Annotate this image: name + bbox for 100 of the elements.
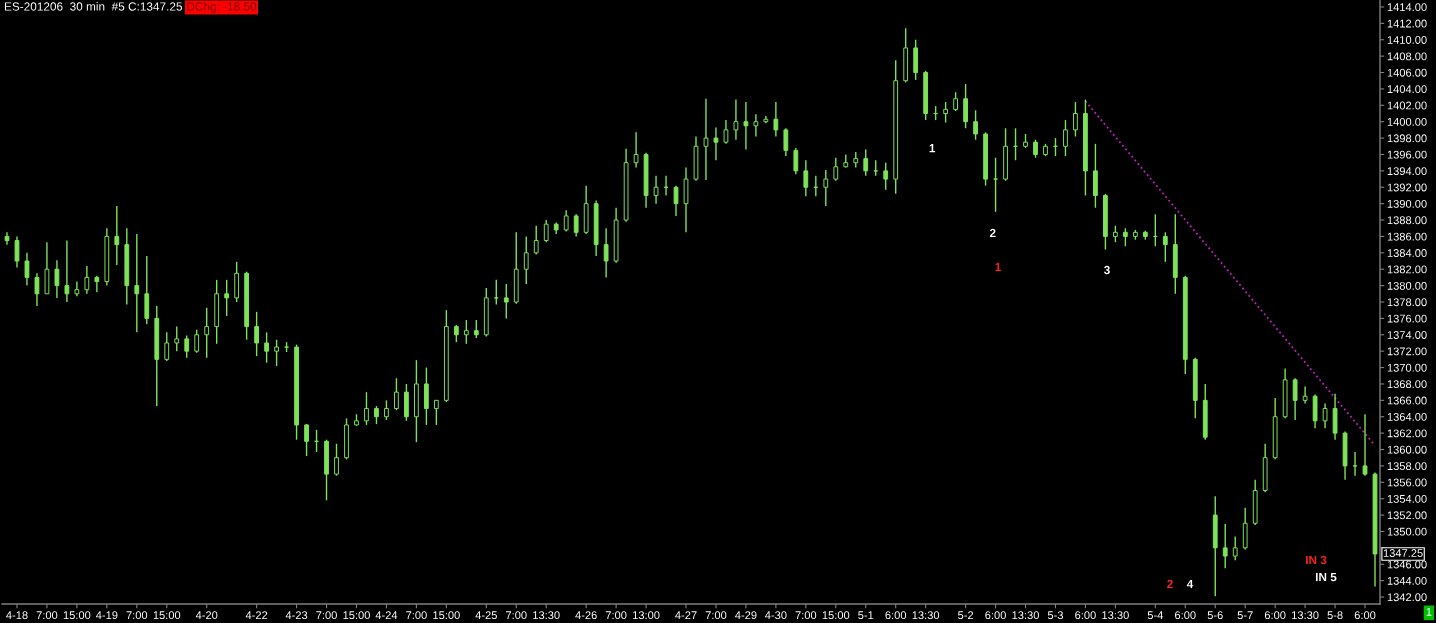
y-tick-label: 1398.00 <box>1387 134 1427 143</box>
candlestick <box>1073 101 1078 138</box>
candlestick <box>1322 402 1328 429</box>
candlestick <box>184 334 190 359</box>
candlestick <box>14 235 20 269</box>
y-tick-label: 1346.00 <box>1387 560 1427 569</box>
y-tick-label: 1354.00 <box>1387 494 1427 503</box>
x-tick-label: 5-4 <box>1147 611 1164 620</box>
candlestick <box>433 399 439 426</box>
y-tick-label: 1414.00 <box>1387 3 1427 12</box>
candlestick <box>1292 377 1298 421</box>
y-tick-label: 1404.00 <box>1387 85 1427 94</box>
candlestick <box>204 307 210 359</box>
y-tick-label: 1388.00 <box>1387 216 1427 225</box>
y-tick-label: 1378.00 <box>1387 298 1427 307</box>
candlestick <box>1122 227 1128 247</box>
x-tick-label: 5-1 <box>858 611 874 620</box>
candlestick <box>84 265 90 295</box>
candlestick <box>783 127 789 157</box>
y-tick-label: 1364.00 <box>1387 413 1427 421</box>
x-tick-label: 13:00 <box>633 611 660 620</box>
x-tick-label: 6:00 <box>1175 611 1196 620</box>
x-tick-label: 7:00 <box>605 611 627 620</box>
y-tick-label: 1366.00 <box>1387 396 1427 405</box>
y-tick-label: 1352.00 <box>1387 511 1427 520</box>
candlestick <box>1063 119 1068 157</box>
candlestick <box>653 175 659 205</box>
candlestick <box>503 283 509 320</box>
text: 1 <box>1426 608 1432 616</box>
candlestick <box>673 184 679 217</box>
y-tick-label: 1376.00 <box>1387 314 1427 323</box>
x-tick-label: 4-30 <box>765 611 787 620</box>
candlestick <box>64 239 70 303</box>
candlestick <box>304 423 309 457</box>
candlestick <box>34 272 40 307</box>
candlestick <box>723 119 729 145</box>
y-tick-label: 1380.00 <box>1387 281 1427 290</box>
x-tick-label: 5-6 <box>1207 611 1223 620</box>
y-tick-label: 1356.00 <box>1387 478 1427 487</box>
x-tick-label: 15:00 <box>343 611 370 620</box>
y-tick-label: 1368.00 <box>1387 380 1427 389</box>
x-tick-label: 6:00 <box>1264 611 1286 620</box>
candlestick <box>114 205 120 266</box>
x-tick-label: 4-23 <box>285 611 308 620</box>
candlestick <box>374 405 379 425</box>
candlestick <box>713 126 719 161</box>
y-tick-label: 1382.00 <box>1387 265 1427 274</box>
y-tick-label: 1394.00 <box>1387 167 1427 176</box>
x-tick-label: 5-7 <box>1237 611 1253 620</box>
candlestick <box>334 443 339 477</box>
y-tick-label: 1392.00 <box>1387 183 1427 192</box>
candlestick <box>803 159 809 197</box>
candlestick <box>473 319 479 339</box>
y-tick-label: 1372.00 <box>1387 347 1427 356</box>
candlestick <box>164 331 170 362</box>
x-tick-label: 4-29 <box>735 611 757 620</box>
candlestick <box>533 225 539 256</box>
x-tick-label: 5-2 <box>958 611 974 620</box>
candlestick <box>523 235 529 285</box>
x-tick-label: 7:00 <box>316 611 337 620</box>
y-tick-label: 1370.00 <box>1387 363 1427 372</box>
x-tick-label: 7:00 <box>126 611 148 620</box>
chart-title: ES-201206 30 min #5 C:1347.25 <box>4 2 183 11</box>
candlestick <box>4 231 10 246</box>
candlestick <box>823 169 829 207</box>
annotation: 4 <box>1186 579 1194 589</box>
x-tick-label: 6:00 <box>1354 611 1376 620</box>
x-tick-label: 13:30 <box>1012 611 1039 620</box>
annotation: 1 <box>995 262 1001 272</box>
candlestick <box>633 131 639 169</box>
candlestick <box>953 91 958 112</box>
y-tick-label: 1360.00 <box>1387 445 1427 454</box>
candlestick <box>573 213 579 238</box>
x-tick-label: 15:00 <box>433 611 460 620</box>
candlestick <box>493 279 499 306</box>
x-tick-label: 7:00 <box>506 611 527 620</box>
annotation: 2 <box>989 228 996 238</box>
candlestick <box>174 325 180 352</box>
candlestick <box>254 311 260 357</box>
candlestick <box>603 227 609 279</box>
annotation: 1 <box>929 144 936 153</box>
x-tick-label: 4-19 <box>95 611 118 620</box>
y-tick-label: 1342.00 <box>1387 593 1427 602</box>
candlestick <box>264 331 269 364</box>
candlestick <box>863 148 869 177</box>
text: 1347.25 <box>1383 549 1423 557</box>
annotation: IN 5 <box>1315 572 1337 582</box>
y-tick-label: 1386.00 <box>1387 232 1427 241</box>
x-tick-label: 5-8 <box>1327 611 1343 620</box>
candlestick <box>963 83 968 129</box>
y-tick-label: 1396.00 <box>1387 150 1427 159</box>
y-tick-label: 1358.00 <box>1387 462 1427 471</box>
candlestick <box>733 98 739 141</box>
candlestick <box>1222 523 1228 570</box>
candlestick <box>463 319 469 345</box>
x-tick-label: 13:30 <box>533 611 560 620</box>
y-tick-label: 1406.00 <box>1387 68 1427 77</box>
x-tick-label: 6:00 <box>985 611 1006 620</box>
candlestick <box>364 391 369 426</box>
x-tick-label: 4-27 <box>675 611 697 619</box>
